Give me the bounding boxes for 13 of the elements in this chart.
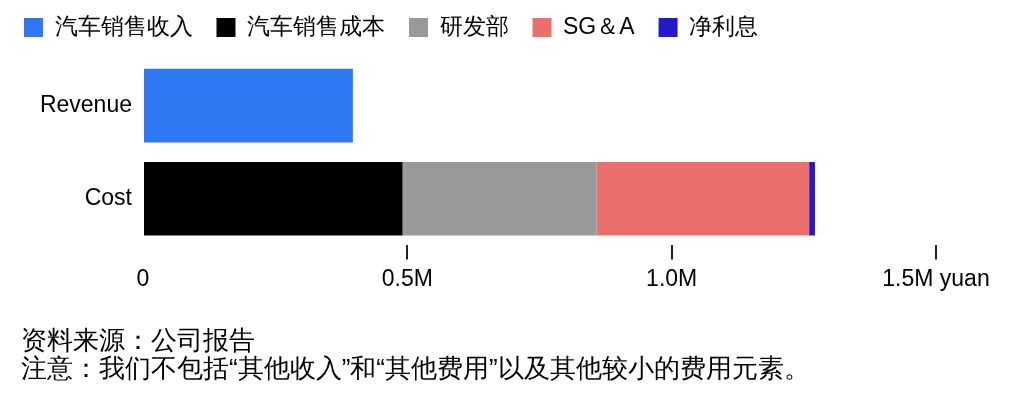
x-tick-label: 1.5M yuan	[882, 264, 990, 291]
y-tick-label: Revenue	[39, 90, 132, 117]
legend-label: 汽车销售收入	[54, 12, 193, 39]
y-tick-label: Cost	[84, 184, 133, 211]
legend-label: 净利息	[689, 12, 759, 39]
x-tick-label: 1.0M	[646, 264, 698, 291]
x-tick-label: 0	[136, 264, 150, 291]
x-tick-label: 0.5M	[381, 264, 433, 291]
legend-label: SG＆A	[563, 12, 636, 39]
text: 资料来源：公司报告	[21, 325, 256, 355]
legend-label: 研发部	[439, 12, 509, 39]
text: 注意：我们不包括“其他收入”和“其他费用”以及其他较小的费用元素。	[21, 353, 811, 383]
legend-label: 汽车销售成本	[247, 12, 385, 39]
